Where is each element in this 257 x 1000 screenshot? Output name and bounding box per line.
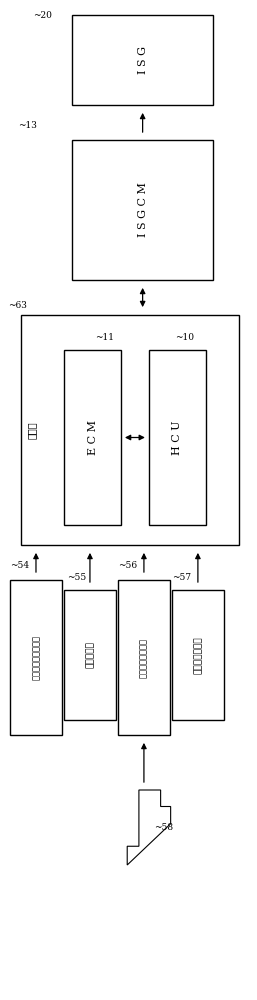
Text: ~56: ~56 bbox=[118, 561, 137, 570]
Text: ~54: ~54 bbox=[10, 561, 29, 570]
Text: 车速检测部: 车速检测部 bbox=[85, 642, 95, 668]
Text: I S G C M: I S G C M bbox=[138, 183, 148, 237]
Text: ~10: ~10 bbox=[175, 333, 194, 342]
Text: ~11: ~11 bbox=[95, 333, 114, 342]
Text: ~63: ~63 bbox=[8, 301, 26, 310]
Bar bbox=[172, 590, 224, 720]
Bar bbox=[64, 350, 121, 525]
Bar bbox=[72, 140, 213, 280]
Text: ~58: ~58 bbox=[154, 823, 173, 832]
Bar bbox=[64, 590, 116, 720]
Text: ~57: ~57 bbox=[172, 573, 191, 582]
Text: 加速器开度检测部: 加速器开度检测部 bbox=[139, 638, 149, 678]
Bar bbox=[118, 580, 170, 735]
Bar bbox=[149, 350, 206, 525]
Bar bbox=[21, 315, 239, 545]
Text: 充电状态检测部: 充电状态检测部 bbox=[193, 636, 203, 674]
Text: E C M: E C M bbox=[88, 420, 97, 455]
Text: 控制部: 控制部 bbox=[27, 421, 37, 439]
Text: ~20: ~20 bbox=[33, 11, 52, 20]
Text: I S G: I S G bbox=[138, 46, 148, 74]
Text: ~13: ~13 bbox=[18, 121, 37, 130]
Text: H C U: H C U bbox=[172, 420, 182, 455]
Text: ~55: ~55 bbox=[67, 573, 86, 582]
Bar bbox=[10, 580, 62, 735]
Polygon shape bbox=[127, 790, 171, 865]
Text: 车辆启动信号检测部: 车辆启动信号检测部 bbox=[31, 635, 41, 680]
Bar bbox=[72, 15, 213, 105]
